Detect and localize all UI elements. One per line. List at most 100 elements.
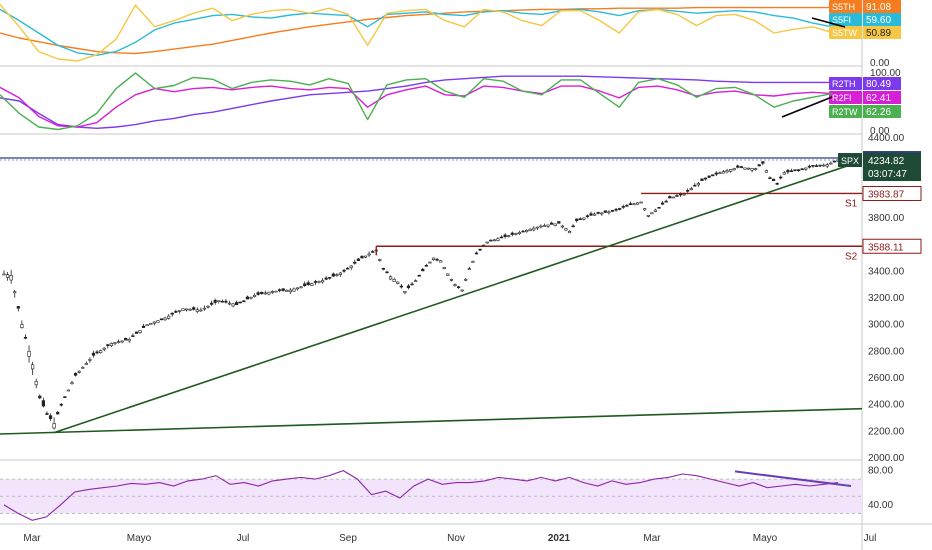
candle-body [5, 274, 10, 278]
candle-body [686, 190, 690, 192]
candle-body [825, 164, 829, 167]
candle-body [224, 300, 228, 303]
support-level-tag-s2: S2 [845, 251, 858, 262]
series-value-tag-s5th [863, 0, 901, 13]
candle-body [124, 337, 128, 341]
candle-body [571, 225, 575, 228]
candle-body [324, 277, 328, 280]
panel-spx-main[interactable]: S1 S2 SPX [0, 153, 863, 435]
candle-body [363, 255, 368, 258]
candle-body [446, 273, 450, 276]
candle-body [288, 289, 292, 293]
series-line-r2tw [0, 72, 833, 131]
candle-body [621, 206, 625, 208]
candle-body [607, 211, 611, 214]
candle-body [113, 342, 117, 344]
candle-body [797, 169, 801, 172]
candle-body [349, 265, 353, 268]
candle-body [81, 367, 85, 369]
candle-body [485, 241, 489, 244]
candle-body [152, 321, 156, 324]
candle-body [696, 183, 701, 186]
candle-body [267, 291, 271, 295]
candle-body [106, 344, 110, 347]
candle-body [775, 182, 779, 185]
series-name-tag-s5th [829, 0, 862, 13]
candle-body [664, 200, 668, 203]
candle-body [356, 258, 360, 261]
candle-body [127, 339, 131, 342]
candle-body [16, 306, 20, 309]
candle-body [392, 279, 396, 282]
candle-body [832, 160, 837, 163]
candle-body [782, 172, 786, 175]
panel-r2-breadth[interactable]: R2TH R2FI R2TW [0, 72, 862, 131]
candle-body [539, 225, 543, 228]
symbol-name: SPX [841, 156, 859, 166]
candle-body [102, 347, 106, 350]
candle-body [367, 253, 371, 256]
candle-body [557, 221, 561, 224]
candle-body [59, 403, 63, 406]
series-line-s5th [0, 6, 832, 55]
time-axis[interactable]: Mar Mayo Jul Sep Nov 2021 Mar Mayo Jul [23, 533, 876, 544]
symbol-tag [838, 153, 862, 168]
price-tick-label: 2200.00 [868, 426, 905, 437]
price-axis[interactable]: 100.000.0091.0859.6050.89100.000.0080.49… [862, 0, 922, 511]
candle-body [281, 288, 285, 291]
candle-body [417, 274, 421, 277]
candle-body [635, 202, 640, 205]
series-name-s5tw: S5TW [832, 28, 858, 38]
candle-body [88, 359, 92, 361]
candle-body [177, 310, 181, 312]
series-name-r2fi: R2FI [832, 93, 852, 103]
candle-body [711, 174, 715, 177]
candle-body [23, 337, 28, 339]
candle-body [353, 261, 357, 264]
candle-body [213, 299, 217, 303]
candle-body [596, 212, 600, 214]
series-name-r2th: R2TH [832, 79, 856, 89]
candle-body [703, 177, 708, 180]
candle-body [116, 341, 121, 344]
candle-body [761, 161, 765, 164]
panel-rsi[interactable] [0, 469, 862, 521]
candle-body [764, 170, 769, 173]
candle-body [381, 268, 386, 270]
rsi-band-fill [0, 479, 862, 514]
candle-body [449, 279, 454, 281]
y-tick-label: 0.00 [870, 126, 890, 137]
candle-body [385, 271, 389, 274]
series-line-s5fi [0, 8, 833, 56]
candle-body [328, 277, 332, 279]
candle-body [295, 287, 300, 290]
candle-body [346, 267, 350, 270]
candle-body [303, 283, 307, 287]
candle-body [639, 201, 643, 204]
rsi-tick-label: 80.00 [868, 466, 893, 477]
candle-body [814, 165, 819, 167]
series-value-tag-s5fi [863, 13, 901, 26]
candle-body [718, 172, 722, 174]
candle-body [729, 169, 733, 172]
candle-body [95, 351, 99, 354]
candle-body [292, 288, 296, 292]
candle-body [567, 231, 572, 234]
panel-top-breadth[interactable]: S5TH S5FI S5TW [0, 0, 862, 62]
candle-body [789, 170, 794, 172]
candle-body [156, 320, 160, 323]
candle-body [510, 232, 514, 235]
series-value-s5tw: 50.89 [866, 28, 891, 39]
y-tick-label: 0.00 [870, 58, 890, 69]
candle-body [750, 168, 754, 171]
candle-body [474, 252, 479, 255]
candle-body [603, 210, 607, 213]
series-value-r2th: 80.49 [866, 79, 891, 90]
candle-body [181, 308, 185, 311]
candle-body [675, 195, 679, 197]
price-tick-label: 4400.00 [868, 133, 905, 144]
price-tick-label: 3800.00 [868, 213, 905, 224]
rsi-tick-label: 40.00 [868, 500, 893, 511]
time-tick-label: Mayo [753, 533, 778, 544]
